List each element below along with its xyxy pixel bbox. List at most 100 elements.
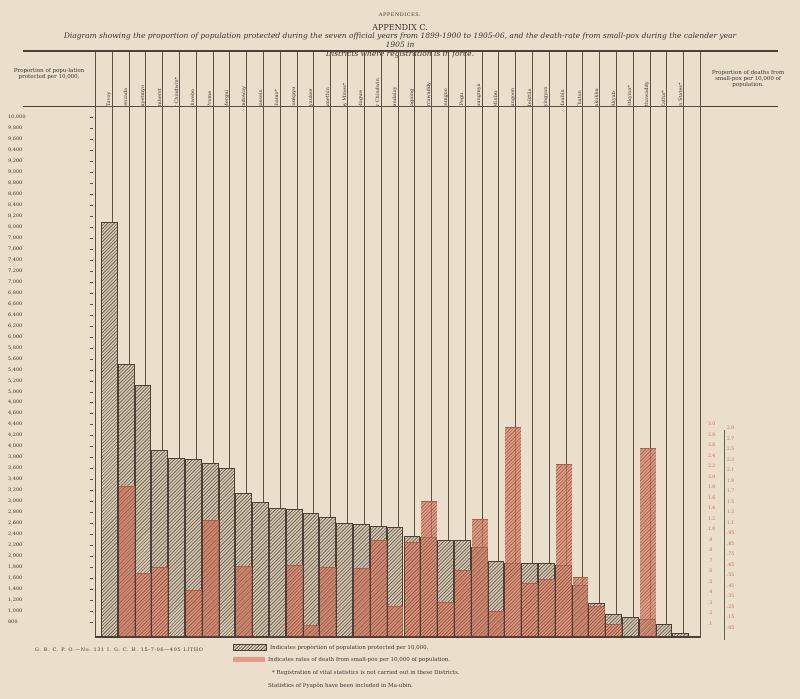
right-tick-label: 2.9 — [727, 426, 735, 431]
deathrate-bar — [236, 566, 253, 636]
y-tick-label: 1,800 — [8, 564, 23, 571]
deathrate-bar — [471, 518, 488, 636]
district-label: Magwe — [358, 89, 365, 106]
district-header: Magwe — [353, 52, 370, 106]
deathrate-bar — [387, 605, 404, 636]
y-tick-mark — [90, 534, 93, 536]
deathrate-bar — [438, 601, 454, 636]
protected-bar — [168, 457, 186, 636]
y-tick-label: 7,800 — [8, 234, 23, 241]
deathrate-bar — [454, 570, 471, 636]
y-tick-label: 8,200 — [8, 212, 23, 219]
district-header: Shwebo — [185, 52, 202, 106]
right-axis-line — [724, 430, 725, 640]
chart-baseline — [95, 636, 700, 638]
frame-top-rule — [23, 50, 778, 52]
y-tick-mark — [90, 435, 93, 437]
right-tick-label: 3.0 — [708, 422, 716, 427]
column-divider — [95, 52, 112, 638]
district-label: Shan States* — [677, 82, 684, 106]
column-divider — [330, 52, 347, 638]
protected-bar — [655, 624, 673, 636]
district-label: Hanthawaddy — [644, 81, 651, 106]
district-label: Ruby Mines* — [341, 82, 348, 106]
protected-bar — [621, 617, 639, 636]
district-label: Yamethin — [324, 87, 331, 106]
y-tick-label: 6,800 — [8, 289, 23, 296]
district-label: Toungoo — [442, 88, 449, 106]
y-tick-mark — [90, 556, 93, 558]
right-title-rule — [700, 106, 778, 107]
deathrate-bar — [505, 426, 522, 636]
y-tick-label: 7,000 — [8, 278, 23, 285]
deathrate-bar — [488, 611, 505, 636]
protected-bar — [218, 467, 236, 636]
right-tick-label: .25 — [727, 604, 735, 610]
district-label: Katha* — [660, 90, 667, 106]
district-header: Bassein — [252, 52, 269, 106]
right-tick-label: 2.0 — [708, 474, 716, 480]
district-header: Akyab — [605, 52, 622, 106]
column-divider — [296, 52, 314, 638]
y-tick-label: 8,800 — [8, 179, 23, 186]
right-tick-label: .8 — [708, 548, 713, 553]
y-tick-mark — [90, 391, 93, 393]
district-header: Kyaukpyu — [286, 52, 303, 106]
column-divider — [683, 52, 700, 638]
legend-deaths: Indicates rates of death from small-pox … — [233, 657, 450, 663]
district-header: Pegu — [454, 52, 471, 106]
right-tick-label: 1.3 — [727, 510, 735, 515]
y-tick-label: 8,600 — [8, 190, 23, 197]
right-tick-label: .6 — [708, 569, 713, 574]
legend-deaths-text: Indicates rates of death from small-pox … — [268, 657, 451, 663]
column-divider — [498, 52, 515, 638]
y-tick-mark — [90, 545, 93, 547]
column-divider — [431, 52, 448, 638]
column-divider — [599, 52, 616, 638]
column-divider — [179, 52, 196, 638]
y-tick-mark — [90, 215, 93, 217]
right-tick-label: 2.8 — [708, 432, 716, 438]
right-tick-label: 2.7 — [727, 436, 735, 442]
district-label: Prome — [207, 90, 214, 106]
right-tick-label: 1.5 — [727, 499, 735, 505]
column-divider — [565, 52, 583, 638]
district-header: Toungoo — [437, 52, 454, 106]
right-tick-label: .2 — [708, 611, 713, 616]
district-label: Pegu — [459, 92, 466, 106]
right-tick-label: 2.3 — [727, 457, 735, 463]
protected-bar — [302, 512, 320, 636]
y-tick-label: 2,600 — [8, 520, 23, 527]
right-tick-label: .55 — [727, 573, 735, 578]
district-header: Sagaing — [404, 52, 421, 106]
column-divider — [531, 52, 549, 638]
district-label: Myitkyina* — [627, 85, 634, 106]
district-header: Mandalay — [387, 52, 404, 106]
y-tick-label: 5,200 — [8, 377, 23, 384]
y-tick-mark — [90, 380, 93, 382]
column-divider — [313, 52, 330, 638]
right-tick-label: 1.8 — [708, 485, 716, 490]
district-header: Thaton — [572, 52, 589, 106]
y-tick-mark — [90, 347, 93, 349]
right-tick-label: .75 — [727, 552, 735, 557]
right-tick-label: 2.4 — [708, 453, 716, 459]
y-tick-mark — [90, 446, 93, 448]
district-header: Katha* — [656, 52, 673, 106]
y-tick-label: 2,000 — [8, 553, 23, 560]
chart-title-line2: Districts where registration is in force… — [325, 49, 475, 58]
district-label: Shwebo — [190, 88, 197, 106]
column-divider — [380, 52, 398, 638]
y-tick-label: 1,000 — [8, 608, 23, 615]
district-header: Meiktila — [521, 52, 538, 106]
y-tick-label: 10,000 — [8, 114, 26, 120]
y-tick-mark — [90, 292, 93, 294]
district-label: Sandoway — [240, 86, 247, 106]
y-tick-label: 7,200 — [8, 267, 23, 274]
district-header: Hanthawaddy — [639, 52, 656, 106]
protected-bar — [269, 507, 286, 636]
y-tick-label: 4,200 — [8, 432, 23, 439]
deathrate-bar — [421, 501, 438, 636]
y-tick-mark — [90, 402, 93, 404]
y-tick-label: 9,400 — [8, 146, 23, 153]
